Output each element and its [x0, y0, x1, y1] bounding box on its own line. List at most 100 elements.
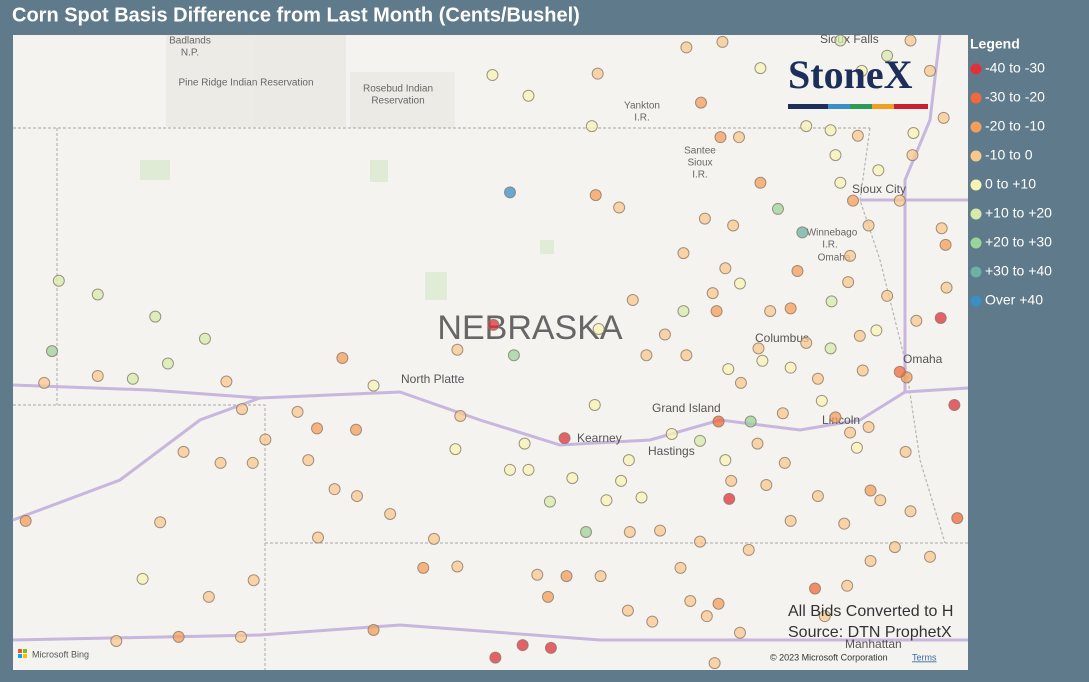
dot	[862, 219, 875, 232]
logo: StoneX	[788, 52, 913, 97]
legend-swatch	[970, 150, 982, 162]
dot	[136, 572, 149, 585]
dot	[543, 495, 556, 508]
dot	[809, 582, 822, 595]
dot	[712, 415, 725, 428]
dot	[851, 129, 864, 142]
dot	[784, 514, 797, 527]
legend-title: Legend	[970, 36, 1020, 52]
dot	[600, 494, 613, 507]
dot	[427, 532, 440, 545]
dot	[694, 434, 707, 447]
dot	[698, 212, 711, 225]
dot	[734, 376, 747, 389]
dot	[621, 604, 634, 617]
dot	[531, 568, 544, 581]
dot	[948, 398, 961, 411]
dot	[487, 318, 500, 331]
dot	[91, 369, 104, 382]
dot	[646, 615, 659, 628]
bing-logo: Microsoft Bing	[32, 649, 89, 659]
legend-swatch	[970, 237, 982, 249]
dot	[844, 426, 857, 439]
dot	[235, 630, 248, 643]
place-labels: Badlands N.P. Pine Ridge Indian Reservat…	[169, 32, 943, 651]
highways	[12, 34, 969, 642]
dot	[635, 491, 648, 504]
dot	[850, 441, 863, 454]
dot	[811, 490, 824, 503]
place-label: North Platte	[401, 372, 465, 386]
dot	[856, 364, 869, 377]
dot	[712, 597, 725, 610]
dot	[791, 265, 804, 278]
place-label: Sioux	[687, 158, 712, 169]
dot	[939, 238, 952, 251]
dot	[754, 62, 767, 75]
legend-label: +10 to +20	[985, 205, 1052, 221]
dot	[744, 415, 757, 428]
dot	[161, 357, 174, 370]
dot	[566, 472, 579, 485]
place-label: Kearney	[577, 431, 622, 445]
dots	[19, 34, 964, 670]
dot	[591, 67, 604, 80]
dot	[864, 554, 877, 567]
dot	[904, 505, 917, 518]
dot	[881, 49, 894, 62]
dot	[800, 336, 813, 349]
dot	[507, 349, 520, 362]
dot	[177, 445, 190, 458]
dot	[893, 194, 906, 207]
place-label: Reservation	[371, 96, 424, 107]
dot	[626, 294, 639, 307]
place-label: Yankton	[624, 101, 660, 112]
dot	[154, 516, 167, 529]
note: All Bids Converted to H	[788, 603, 953, 620]
dot	[722, 363, 735, 376]
dot	[594, 570, 607, 583]
place-label: I.R.	[822, 240, 838, 251]
dot	[560, 570, 573, 583]
dot	[246, 456, 259, 469]
dot	[592, 323, 605, 336]
dot	[677, 305, 690, 318]
state-label: NEBRASKA	[437, 309, 622, 347]
place-label: Omaha	[903, 352, 943, 366]
legend-swatch	[970, 295, 982, 307]
place-label: I.R.	[634, 113, 650, 124]
dot	[742, 543, 755, 556]
dot	[684, 594, 697, 607]
dot	[754, 176, 767, 189]
dot	[815, 394, 828, 407]
dot	[714, 131, 727, 144]
dot	[291, 405, 304, 418]
dot	[937, 111, 950, 124]
place-label: Manhattan	[845, 637, 902, 651]
terms-link[interactable]: Terms	[912, 652, 937, 662]
dot	[623, 525, 636, 538]
dot	[518, 437, 531, 450]
dot	[522, 463, 535, 476]
dot	[236, 403, 249, 416]
place-label: Omaha	[818, 253, 851, 264]
legend-label: -10 to 0	[985, 147, 1033, 163]
dot	[503, 186, 516, 199]
dot	[853, 329, 866, 342]
note: Source: DTN ProphetX	[788, 624, 952, 641]
dot	[719, 262, 732, 275]
dot	[312, 531, 325, 544]
dot	[834, 176, 847, 189]
place-label: Columbus	[755, 331, 809, 345]
dot	[940, 281, 953, 294]
dot	[503, 463, 516, 476]
dot	[829, 149, 842, 162]
dot	[384, 508, 397, 521]
dot	[588, 398, 601, 411]
legend-label: +20 to +30	[985, 234, 1052, 250]
dot	[727, 219, 740, 232]
dot	[489, 651, 502, 664]
dot	[52, 274, 65, 287]
dot	[710, 305, 723, 318]
place-label: Pine Ridge Indian Reservation	[178, 78, 313, 89]
